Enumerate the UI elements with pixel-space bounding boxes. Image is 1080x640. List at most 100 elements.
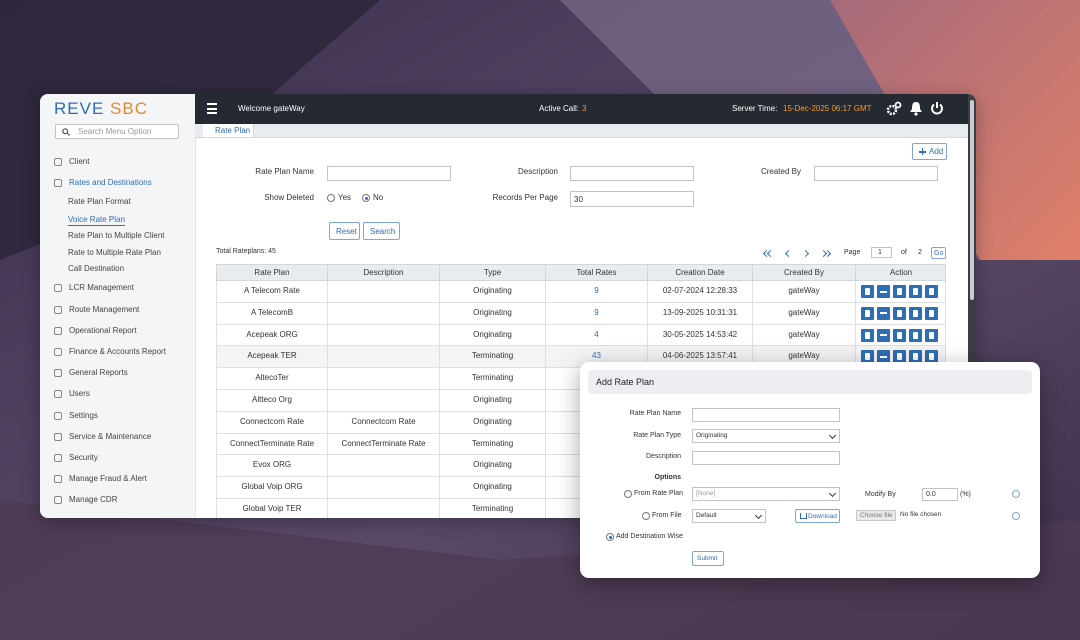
menu-item[interactable]: Manage CDR xyxy=(40,492,195,508)
action-button[interactable] xyxy=(893,328,906,342)
from-rate-plan-radio[interactable] xyxy=(624,490,632,498)
menu-item[interactable]: Users xyxy=(40,386,195,402)
add-button[interactable]: Add xyxy=(912,143,947,160)
table-cell: Acepeak TER xyxy=(216,346,327,369)
action-button[interactable] xyxy=(861,285,874,298)
menu-item[interactable]: General Reports xyxy=(40,365,195,381)
records-per-page-input[interactable]: 30 xyxy=(570,191,694,207)
action-button[interactable] xyxy=(877,328,890,342)
action-glyph xyxy=(929,353,934,361)
menu-item[interactable]: Operational Report xyxy=(40,323,195,339)
action-button[interactable] xyxy=(861,328,874,342)
from-file-radio[interactable] xyxy=(642,512,650,520)
menu-item[interactable]: Route Management xyxy=(40,302,195,318)
unit-label: (%) xyxy=(960,491,971,498)
settings-icon[interactable] xyxy=(886,101,902,117)
action-button[interactable] xyxy=(893,285,906,298)
notification-icon[interactable] xyxy=(909,101,923,117)
action-button[interactable] xyxy=(909,306,922,320)
table-cell: Originating xyxy=(439,390,545,412)
info-icon[interactable] xyxy=(1012,490,1020,498)
menu-label: Operational Report xyxy=(69,325,137,335)
menu-item[interactable]: Rates and Destinations xyxy=(40,175,195,191)
column-header: Created By xyxy=(752,264,855,281)
info-icon[interactable] xyxy=(1012,512,1020,520)
pager-arrow[interactable] xyxy=(784,249,794,257)
submenu-item[interactable]: Voice Rate Plan xyxy=(68,215,125,226)
button-label: Submit xyxy=(697,555,718,562)
add-destination-radio[interactable] xyxy=(606,533,614,541)
modify-by-input[interactable]: 0.0 xyxy=(922,488,958,501)
page-input[interactable]: 1 xyxy=(871,247,892,258)
menu-label: Settings xyxy=(69,410,98,420)
action-button[interactable] xyxy=(909,328,922,342)
menu-item[interactable]: LCR Management xyxy=(40,280,195,296)
action-glyph xyxy=(865,353,870,361)
submenu-item[interactable]: Rate Plan to Multiple Client xyxy=(68,230,165,240)
pager-arrow[interactable] xyxy=(819,249,832,257)
from-file-select[interactable]: Default xyxy=(692,509,766,523)
menu-item[interactable]: Security xyxy=(40,450,195,466)
rate-plan-name-input[interactable] xyxy=(692,408,840,422)
action-button[interactable] xyxy=(893,306,906,320)
button-label: Search xyxy=(370,227,396,236)
description-input[interactable] xyxy=(692,451,840,465)
action-button[interactable] xyxy=(877,285,890,298)
menu-search[interactable]: Search Menu Option xyxy=(55,124,179,139)
menu-item[interactable]: Settings xyxy=(40,408,195,424)
pager-arrow[interactable] xyxy=(801,249,811,257)
radio-label: From Rate Plan xyxy=(634,490,684,497)
reset-button[interactable]: Reset xyxy=(329,222,360,240)
menu-label: Manage Fraud & Alert xyxy=(69,474,147,484)
menu-item[interactable]: Manage Fraud & Alert xyxy=(40,471,195,487)
submenu-item[interactable]: Rate Plan Format xyxy=(68,197,131,207)
scrollbar[interactable] xyxy=(968,94,976,518)
tab[interactable]: Rate Plan xyxy=(203,124,254,137)
table-cell: Connectcom Rate xyxy=(327,411,439,434)
choose-file-button[interactable]: Choose file xyxy=(856,510,896,521)
pager-arrow[interactable] xyxy=(762,249,775,257)
action-button[interactable] xyxy=(877,306,890,320)
input-value: 0.0 xyxy=(926,491,936,498)
radio-no[interactable] xyxy=(362,194,370,202)
search-button[interactable]: Search xyxy=(363,222,400,240)
action-button[interactable] xyxy=(909,350,922,364)
submenu-item[interactable]: Call Destination xyxy=(68,264,125,274)
menu-item[interactable]: Client xyxy=(40,154,195,170)
table-cell: gateWay xyxy=(752,324,855,347)
table-cell: gateWay xyxy=(752,346,855,369)
action-glyph xyxy=(880,290,887,293)
table-cell: AltecoTer xyxy=(216,368,327,390)
menu-label: General Reports xyxy=(69,368,128,378)
action-button[interactable] xyxy=(925,285,938,298)
radio-yes[interactable] xyxy=(327,194,335,202)
action-button[interactable] xyxy=(893,350,906,364)
from-rate-plan-select[interactable]: [None] xyxy=(692,487,840,501)
action-button[interactable] xyxy=(877,350,890,364)
menu-toggle[interactable] xyxy=(207,103,217,114)
action-button[interactable] xyxy=(909,285,922,298)
go-button[interactable]: Go xyxy=(931,247,946,259)
action-button[interactable] xyxy=(925,350,938,364)
form-label: Rate Plan Name xyxy=(629,410,681,417)
submit-button[interactable]: Submit xyxy=(692,551,724,566)
description-input[interactable] xyxy=(570,166,694,181)
table-cell: Acepeak ORG xyxy=(216,324,327,347)
created-by-input[interactable] xyxy=(814,166,938,181)
column-header: Description xyxy=(327,264,439,281)
logout-icon[interactable] xyxy=(930,101,944,116)
menu-label: Finance & Accounts Report xyxy=(69,347,166,356)
submenu-item[interactable]: Rate to Multiple Rate Plan xyxy=(68,247,161,257)
download-button[interactable]: Download xyxy=(795,509,840,523)
menu-item[interactable]: Service & Maintenance xyxy=(40,429,195,445)
action-button[interactable] xyxy=(925,306,938,320)
action-button[interactable] xyxy=(925,328,938,342)
file-status: No file chosen xyxy=(900,511,942,518)
rate-plan-name-input[interactable] xyxy=(327,166,451,181)
rate-plan-type-select[interactable]: Originating xyxy=(692,429,840,443)
menu-label: Rates and Destinations xyxy=(69,178,152,188)
menu-item[interactable]: Finance & Accounts Report xyxy=(40,344,195,360)
action-button[interactable] xyxy=(861,350,874,364)
action-button[interactable] xyxy=(861,306,874,320)
